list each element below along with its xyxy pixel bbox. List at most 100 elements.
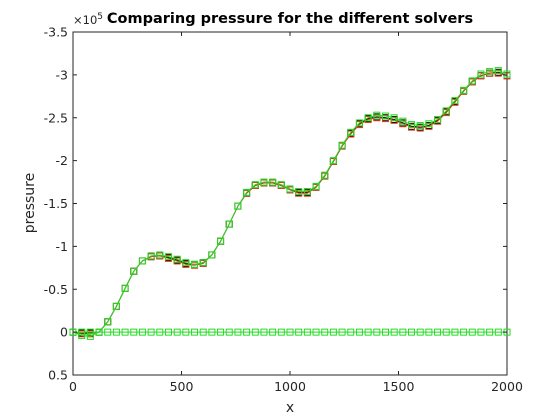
data-point <box>112 302 120 310</box>
data-point <box>156 251 164 259</box>
data-point <box>468 328 476 336</box>
data-point <box>217 328 225 336</box>
data-point <box>260 178 268 186</box>
data-point <box>503 70 511 78</box>
ticks-layer: 0 500 1000 1500 2000-3.5-3-2.5-2-1.5-1-0.500… <box>44 25 523 395</box>
y-axis-label: pressure <box>22 173 38 233</box>
data-point <box>451 328 459 336</box>
data-point <box>164 328 172 336</box>
data-point <box>486 328 494 336</box>
y-tick-label: -2 <box>56 153 68 168</box>
data-point <box>182 259 190 267</box>
data-point <box>199 259 207 267</box>
data-point <box>112 328 120 336</box>
series-layer <box>69 67 511 340</box>
data-point <box>390 328 398 336</box>
data-point <box>390 114 398 122</box>
x-tick-label: 1500 <box>383 379 415 394</box>
data-point <box>494 67 502 75</box>
data-point <box>303 328 311 336</box>
data-point <box>217 237 225 245</box>
data-point <box>130 267 138 275</box>
y-axis-exponent: ×105 <box>73 12 103 27</box>
data-point <box>399 328 407 336</box>
data-point <box>164 253 172 261</box>
data-point <box>208 251 216 259</box>
data-point <box>468 77 476 85</box>
y-axis-exponent-base: ×10 <box>73 13 97 27</box>
x-tick-label: 2000 <box>491 379 523 394</box>
data-point <box>260 328 268 336</box>
data-point <box>425 120 433 128</box>
data-point <box>381 112 389 120</box>
data-point <box>416 121 424 129</box>
data-point <box>416 328 424 336</box>
data-point <box>347 328 355 336</box>
data-point <box>277 328 285 336</box>
data-point <box>95 328 103 336</box>
data-point <box>373 111 381 119</box>
data-point <box>373 328 381 336</box>
data-point <box>442 328 450 336</box>
data-point <box>156 328 164 336</box>
data-point <box>234 202 242 210</box>
data-point <box>191 328 199 336</box>
data-point <box>477 328 485 336</box>
data-point <box>347 128 355 136</box>
data-point <box>321 171 329 179</box>
data-point <box>312 182 320 190</box>
data-point <box>434 115 442 123</box>
data-point <box>182 328 190 336</box>
data-point <box>138 257 146 265</box>
data-point <box>147 252 155 260</box>
data-point <box>442 107 450 115</box>
y-tick-label: 0 <box>60 325 68 340</box>
data-point <box>104 318 112 326</box>
x-tick-label: 500 <box>170 379 194 394</box>
data-point <box>269 328 277 336</box>
data-point <box>251 328 259 336</box>
data-point <box>451 97 459 105</box>
data-point <box>460 86 468 94</box>
x-tick-label: 1000 <box>274 379 306 394</box>
data-point <box>460 328 468 336</box>
data-point <box>312 328 320 336</box>
y-tick-label: -1 <box>56 239 68 254</box>
data-point <box>399 117 407 125</box>
data-point <box>355 328 363 336</box>
y-tick-label: 0.5 <box>48 368 68 383</box>
data-point <box>494 328 502 336</box>
data-point <box>408 121 416 129</box>
x-axis-label: x <box>286 400 294 416</box>
data-point <box>225 328 233 336</box>
data-point <box>477 70 485 78</box>
plot-area <box>72 31 508 376</box>
data-point <box>295 328 303 336</box>
data-point <box>295 188 303 195</box>
data-point <box>86 328 94 336</box>
data-point <box>321 328 329 336</box>
data-point <box>303 188 311 195</box>
data-point <box>329 157 337 165</box>
data-point <box>191 260 199 268</box>
y-tick-label: -2.5 <box>44 110 68 125</box>
data-point <box>138 328 146 336</box>
data-point <box>234 328 242 336</box>
data-point <box>286 185 294 193</box>
data-point <box>286 328 294 336</box>
data-point <box>338 141 346 149</box>
y-axis-exponent-power: 5 <box>97 12 103 22</box>
data-point <box>173 255 181 263</box>
data-point <box>355 119 363 127</box>
data-point <box>121 328 129 336</box>
data-point <box>408 328 416 336</box>
data-point <box>269 178 277 186</box>
data-point <box>208 328 216 336</box>
data-point <box>338 328 346 336</box>
data-point <box>86 332 94 340</box>
data-point <box>381 328 389 336</box>
data-point <box>199 328 207 336</box>
y-tick-label: -3 <box>56 67 68 82</box>
data-point <box>104 328 112 336</box>
